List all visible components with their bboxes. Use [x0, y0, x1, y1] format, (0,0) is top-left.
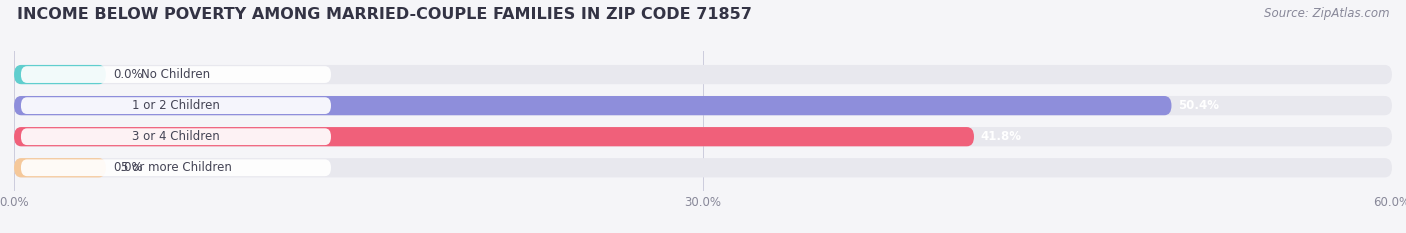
Text: 3 or 4 Children: 3 or 4 Children — [132, 130, 219, 143]
Text: 1 or 2 Children: 1 or 2 Children — [132, 99, 219, 112]
Text: 41.8%: 41.8% — [981, 130, 1022, 143]
FancyBboxPatch shape — [21, 66, 330, 83]
FancyBboxPatch shape — [14, 96, 1171, 115]
Text: 50.4%: 50.4% — [1178, 99, 1219, 112]
FancyBboxPatch shape — [14, 158, 105, 177]
Text: 0.0%: 0.0% — [112, 161, 142, 174]
Text: 5 or more Children: 5 or more Children — [121, 161, 232, 174]
FancyBboxPatch shape — [14, 65, 1392, 84]
FancyBboxPatch shape — [14, 65, 105, 84]
FancyBboxPatch shape — [21, 97, 330, 114]
FancyBboxPatch shape — [14, 158, 1392, 177]
Text: 0.0%: 0.0% — [112, 68, 142, 81]
FancyBboxPatch shape — [14, 96, 1392, 115]
FancyBboxPatch shape — [14, 127, 974, 146]
FancyBboxPatch shape — [14, 127, 1392, 146]
FancyBboxPatch shape — [21, 159, 330, 176]
Text: No Children: No Children — [142, 68, 211, 81]
Text: INCOME BELOW POVERTY AMONG MARRIED-COUPLE FAMILIES IN ZIP CODE 71857: INCOME BELOW POVERTY AMONG MARRIED-COUPL… — [17, 7, 752, 22]
FancyBboxPatch shape — [21, 128, 330, 145]
Text: Source: ZipAtlas.com: Source: ZipAtlas.com — [1264, 7, 1389, 20]
